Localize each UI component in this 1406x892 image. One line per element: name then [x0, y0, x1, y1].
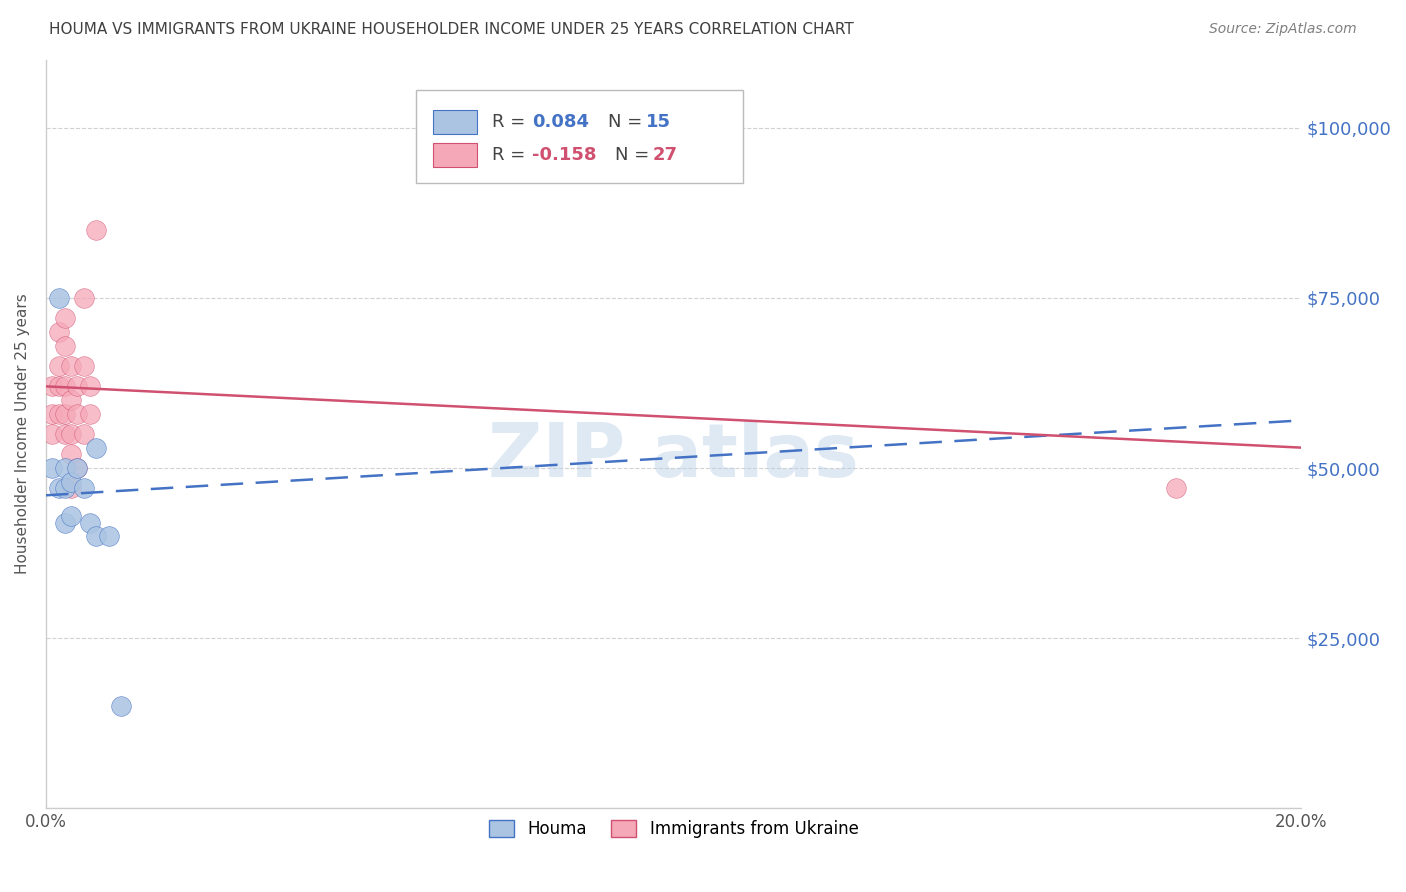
- Text: 0.084: 0.084: [531, 112, 589, 131]
- Point: [41, 427, 63, 442]
- Point: [72, 482, 94, 496]
- Point: [66, 461, 89, 475]
- Point: [48, 407, 70, 421]
- Text: HOUMA VS IMMIGRANTS FROM UKRAINE HOUSEHOLDER INCOME UNDER 25 YEARS CORRELATION C: HOUMA VS IMMIGRANTS FROM UKRAINE HOUSEHO…: [49, 22, 853, 37]
- Y-axis label: Householder Income Under 25 years: Householder Income Under 25 years: [15, 293, 30, 574]
- Text: 27: 27: [652, 145, 678, 164]
- Point: [48, 325, 70, 339]
- Text: R =: R =: [492, 145, 530, 164]
- Point: [79, 407, 101, 421]
- FancyBboxPatch shape: [433, 110, 477, 134]
- Text: ZIP atlas: ZIP atlas: [488, 420, 859, 493]
- Point: [53, 482, 76, 496]
- Point: [79, 379, 101, 393]
- Point: [60, 392, 83, 407]
- Point: [110, 699, 132, 714]
- Point: [53, 461, 76, 475]
- Point: [60, 359, 83, 373]
- Point: [60, 508, 83, 523]
- Point: [48, 291, 70, 305]
- Text: Source: ZipAtlas.com: Source: ZipAtlas.com: [1209, 22, 1357, 37]
- Point: [41, 407, 63, 421]
- Point: [60, 427, 83, 442]
- Text: 15: 15: [645, 112, 671, 131]
- Point: [72, 291, 94, 305]
- Point: [1164, 482, 1187, 496]
- Point: [72, 359, 94, 373]
- Point: [60, 482, 83, 496]
- FancyBboxPatch shape: [433, 143, 477, 167]
- Point: [41, 379, 63, 393]
- Point: [60, 447, 83, 461]
- Point: [53, 379, 76, 393]
- Point: [41, 461, 63, 475]
- FancyBboxPatch shape: [416, 89, 742, 183]
- Point: [48, 482, 70, 496]
- Point: [48, 359, 70, 373]
- Point: [66, 461, 89, 475]
- Point: [53, 407, 76, 421]
- Point: [48, 379, 70, 393]
- Point: [53, 311, 76, 326]
- Point: [97, 529, 120, 543]
- Legend: Houma, Immigrants from Ukraine: Houma, Immigrants from Ukraine: [482, 814, 865, 845]
- Point: [84, 441, 107, 455]
- Point: [53, 516, 76, 530]
- Point: [84, 529, 107, 543]
- Text: N =: N =: [614, 145, 655, 164]
- Point: [60, 475, 83, 489]
- Text: R =: R =: [492, 112, 530, 131]
- Text: -0.158: -0.158: [531, 145, 596, 164]
- Point: [53, 338, 76, 352]
- Point: [66, 379, 89, 393]
- Text: N =: N =: [609, 112, 648, 131]
- Point: [53, 427, 76, 442]
- Point: [66, 407, 89, 421]
- Point: [72, 427, 94, 442]
- Point: [84, 223, 107, 237]
- Point: [79, 516, 101, 530]
